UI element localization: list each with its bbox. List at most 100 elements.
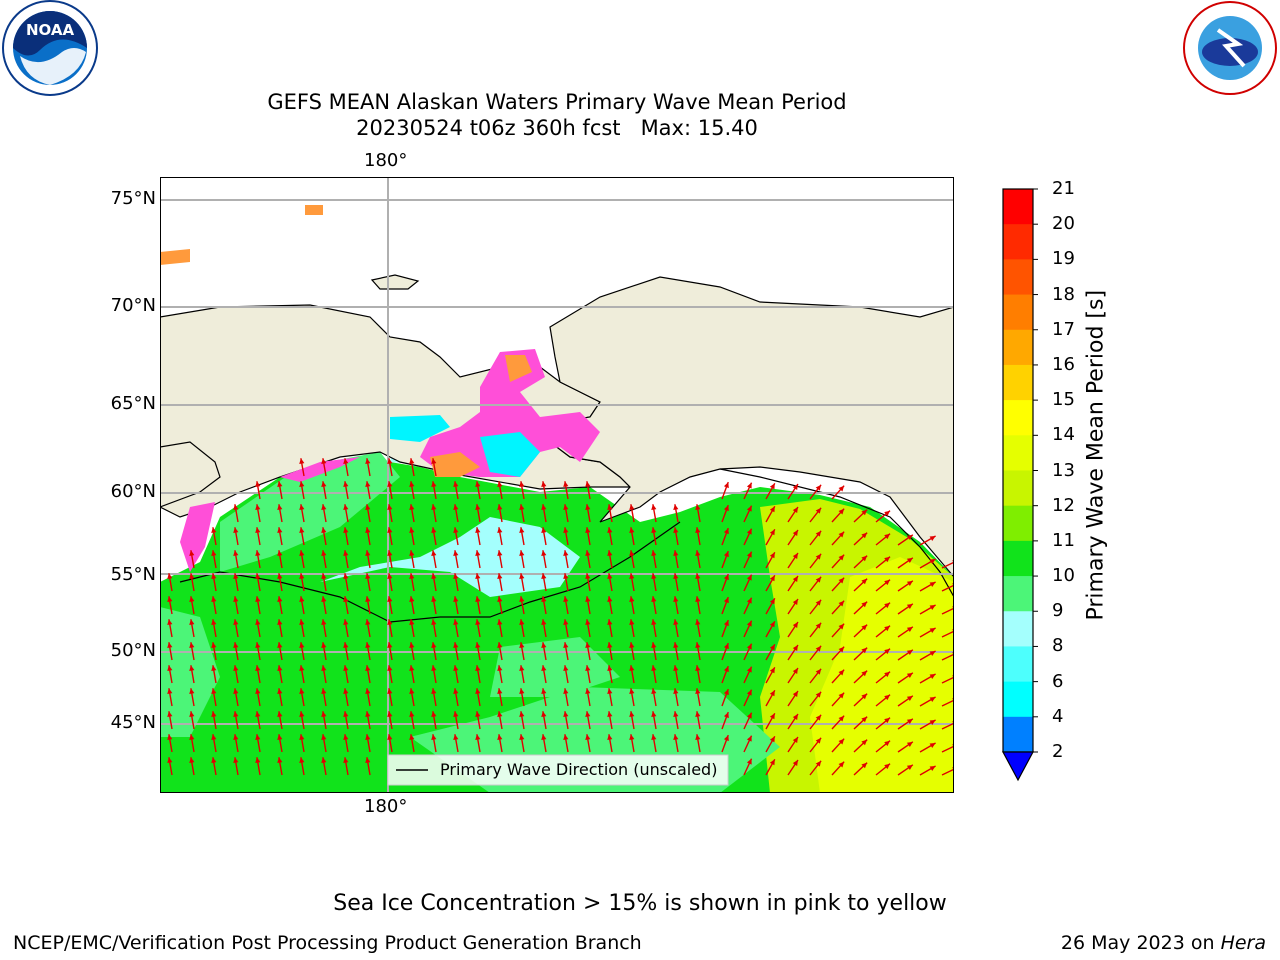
wave-arrow-head: [167, 688, 173, 695]
wave-arrow-head: [497, 642, 503, 649]
wave-arrow-head: [167, 757, 173, 764]
wave-arrow-head: [746, 666, 752, 673]
wave-arrow-head: [255, 642, 261, 649]
wave-arrow-head: [277, 596, 283, 603]
wave-arrow-head: [453, 527, 459, 534]
colorbar-tick-label: 6: [1052, 670, 1064, 692]
wave-arrow-head: [746, 758, 752, 765]
wave-arrow-head: [255, 596, 261, 603]
wave-arrow-head: [792, 599, 798, 605]
wave-arrow-head: [884, 694, 891, 701]
wave-arrow-head: [541, 573, 547, 580]
wave-arrow-head: [838, 715, 845, 722]
wave-arrow-head: [365, 481, 371, 488]
wave-arrow-head: [585, 573, 591, 580]
wave-arrow-head: [607, 642, 613, 649]
colorbar-tick-label: 12: [1052, 494, 1075, 516]
wave-arrow-head: [233, 504, 239, 511]
wave-arrow-head: [453, 688, 459, 695]
wave-arrow-head: [233, 757, 239, 764]
wave-arrow-head: [746, 689, 752, 696]
colorbar-segment: [1003, 259, 1033, 296]
wave-arrow-head: [585, 596, 591, 603]
wave-arrow-head: [884, 740, 891, 747]
wave-arrow-head: [475, 734, 481, 741]
colorbar-segment: [1003, 294, 1033, 331]
wave-arrow-head: [607, 527, 613, 534]
wave-arrow-head: [365, 573, 371, 580]
wave-arrow-head: [838, 485, 845, 492]
wave-arrow-head: [695, 573, 701, 580]
wave-arrow-head: [861, 601, 868, 608]
wave-arrow-head: [431, 504, 437, 511]
wave-arrow-head: [211, 527, 217, 534]
wave-arrow-head: [519, 550, 525, 557]
wave-arrow-head: [453, 642, 459, 649]
wave-arrow: [941, 768, 954, 776]
wave-period-map: Primary Wave Direction (unscaled): [160, 177, 954, 793]
wave-arrow-head: [497, 596, 503, 603]
wave-arrow-head: [563, 596, 569, 603]
wave-arrow-head: [585, 550, 591, 557]
colorbar-segment: [1003, 189, 1033, 225]
colorbar-title: Primary Wave Mean Period [s]: [1083, 289, 1109, 621]
wave-arrow-head: [769, 552, 775, 559]
wave-arrow-head: [673, 734, 679, 741]
wave-arrow-head: [189, 596, 195, 603]
wave-arrow-head: [723, 551, 729, 558]
wave-arrow-head: [497, 504, 503, 511]
wave-arrow-head: [651, 711, 657, 718]
wave-arrow-head: [431, 573, 437, 580]
wave-arrow-head: [769, 598, 775, 605]
colorbar-tick-label: 2: [1052, 741, 1064, 762]
wave-arrow-head: [651, 504, 657, 511]
wave-arrow-head: [211, 550, 217, 557]
wave-arrow-head: [387, 550, 393, 557]
wave-arrow-head: [906, 580, 913, 587]
wave-arrow-head: [255, 550, 261, 557]
wave-arrow-head: [746, 482, 752, 489]
wave-arrow-head: [321, 757, 327, 764]
wave-arrow-head: [929, 559, 936, 564]
wave-arrow-head: [651, 527, 657, 534]
wave-arrow-head: [409, 665, 415, 672]
wave-arrow-head: [321, 550, 327, 557]
wave-arrow-head: [585, 734, 591, 741]
wave-arrow-head: [769, 575, 775, 582]
wave-arrow-head: [277, 688, 283, 695]
wave-arrow-head: [189, 550, 195, 557]
wave-arrow-head: [519, 573, 525, 580]
wave-arrow-head: [365, 550, 371, 557]
noaa-logo-text: NOAA: [26, 21, 75, 39]
wave-arrow-head: [861, 693, 868, 700]
wave-arrow-head: [387, 596, 393, 603]
wave-arrow-head: [695, 550, 701, 557]
wave-arrow-head: [673, 711, 679, 718]
wave-arrow-head: [541, 665, 547, 672]
wave-arrow-head: [861, 578, 868, 585]
wave-arrow-head: [497, 573, 503, 580]
wave-arrow-head: [541, 734, 547, 741]
wave-arrow-head: [541, 481, 547, 488]
wave-arrow-head: [723, 666, 729, 673]
wave-arrow-head: [629, 711, 635, 718]
colorbar-segment: [1003, 540, 1033, 577]
wave-arrow-head: [519, 481, 525, 488]
wave-arrow-head: [299, 711, 305, 718]
wave-arrow-head: [343, 711, 349, 718]
wave-arrow-head: [815, 645, 822, 652]
colorbar-extend-arrow: [1001, 751, 1035, 782]
wave-arrow-head: [792, 553, 798, 559]
wave-arrow-head: [695, 688, 701, 695]
wave-arrow-head: [167, 573, 173, 580]
wave-arrow-head: [769, 529, 775, 536]
wave-arrow-head: [815, 599, 822, 606]
lon-label-top: 180°: [364, 150, 408, 171]
wave-arrow-head: [815, 530, 822, 537]
wave-arrow-head: [299, 665, 305, 672]
wave-arrow-head: [541, 550, 547, 557]
wave-arrow-head: [541, 527, 547, 534]
wave-arrow-head: [299, 527, 305, 534]
wave-arrow: [941, 722, 954, 730]
wave-arrow-head: [929, 605, 936, 610]
